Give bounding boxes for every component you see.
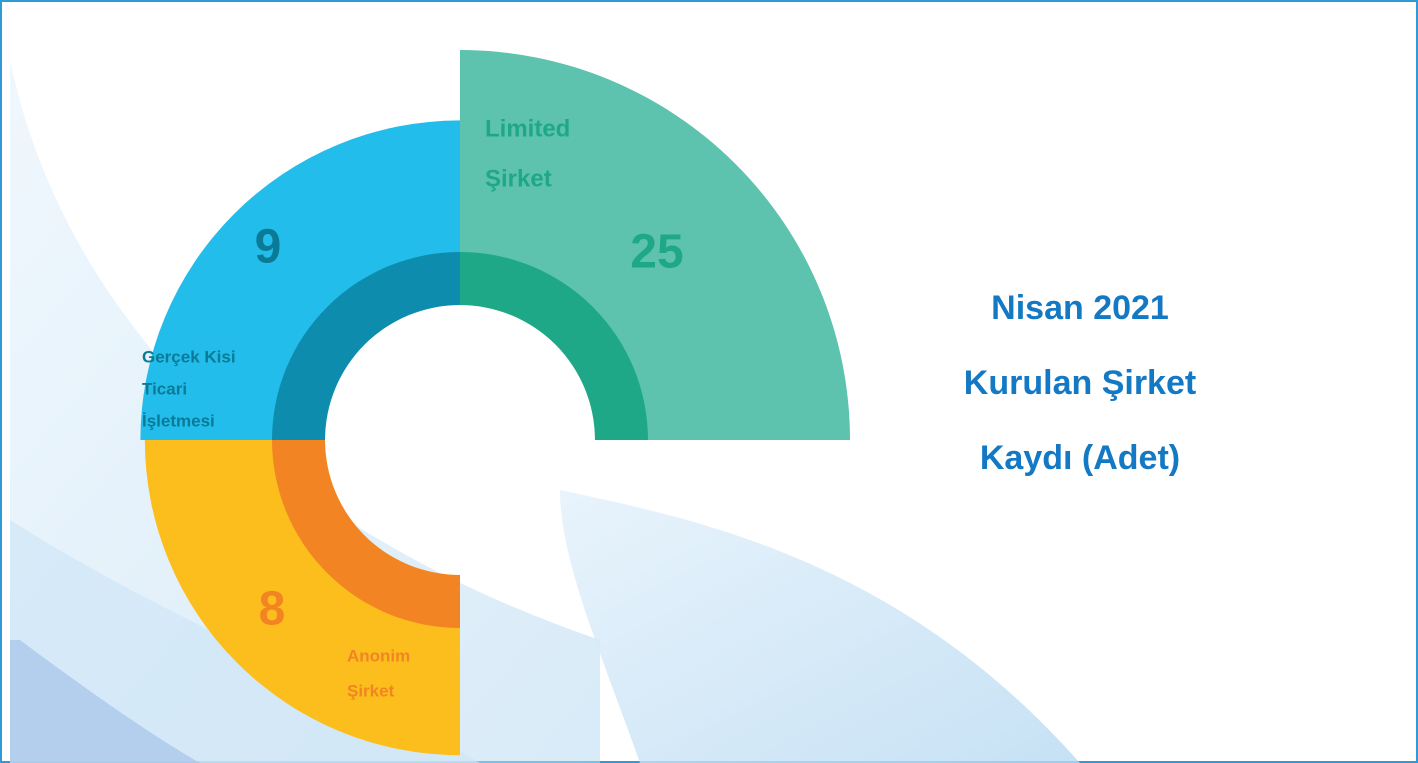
category-label: Ticari — [142, 379, 187, 398]
value-label: 25 — [630, 226, 683, 279]
value-label: 8 — [259, 583, 286, 636]
sector — [144, 440, 461, 756]
chart-title: Kaydı (Adet) — [980, 439, 1180, 477]
category-label: Şirket — [347, 681, 395, 700]
background-swoosh — [560, 490, 1080, 763]
chart-title: Kurulan Şirket — [964, 364, 1196, 402]
inner-ring — [460, 252, 648, 440]
category-label: Şirket — [485, 165, 552, 192]
background-swoosh — [10, 640, 200, 763]
value-label: 9 — [255, 221, 282, 274]
category-label: Anonim — [347, 646, 410, 665]
category-label: İşletmesi — [142, 411, 215, 430]
inner-ring — [272, 252, 460, 440]
sector — [140, 120, 460, 441]
chart-title: Nisan 2021 — [991, 289, 1169, 327]
inner-ring — [272, 440, 460, 628]
category-label: Limited — [485, 115, 570, 142]
chart-marks — [140, 50, 850, 756]
category-label: Gerçek Kisi — [142, 347, 236, 366]
